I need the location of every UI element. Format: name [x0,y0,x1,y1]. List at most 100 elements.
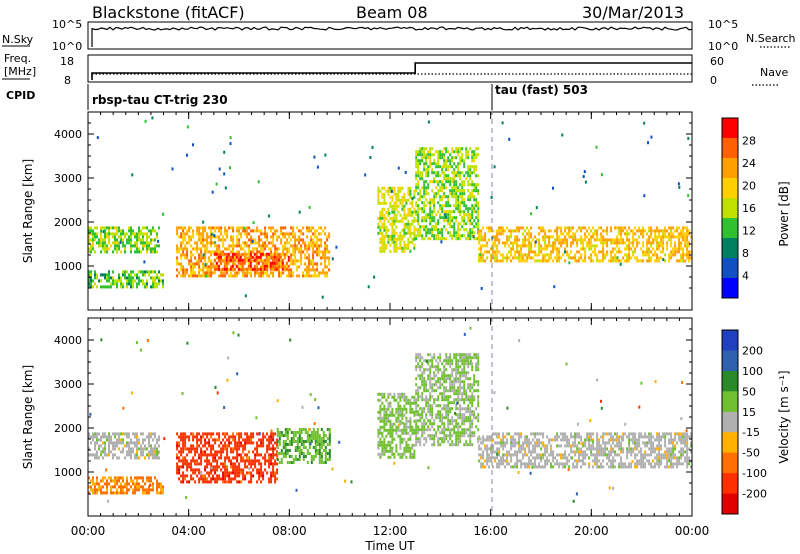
velocity-cell [284,449,287,452]
power-cell [192,232,195,236]
power-cell [423,147,426,151]
power-cell [471,216,474,220]
velocity-cell [439,380,442,384]
power-cell [459,195,462,199]
velocity-cell [284,446,287,449]
velocity-cell [134,485,136,489]
power-cell [682,235,685,239]
power-cell [508,244,511,248]
velocity-cell [435,431,438,435]
velocity-cell [202,477,205,481]
velocity-cell [226,438,229,442]
velocity-cell [383,392,386,396]
velocity-cell [288,449,291,452]
velocity-cell [186,465,189,469]
power-cell [395,237,398,241]
power-cell [214,229,217,233]
power-cell [310,235,313,239]
power-cell [324,241,327,245]
power-cell [413,210,416,214]
power-cell [389,186,392,190]
power-cell [429,219,432,223]
power-cell [465,204,468,208]
velocity-cell [134,435,136,439]
velocity-cell [250,465,253,469]
velocity-cell [272,474,275,478]
power-cell [431,162,434,166]
velocity-cell [471,365,474,369]
power-cell [469,234,472,238]
velocity-cell [425,368,428,372]
power-cell [427,237,430,241]
velocity-cell [385,416,388,420]
velocity-cell [222,465,225,469]
power-cell [664,232,667,236]
velocity-cell [427,425,430,429]
velocity-cell [272,444,275,448]
power-cell [457,162,460,166]
power-cell [385,225,388,229]
power-cell [106,273,108,277]
power-cell [215,252,218,256]
power-cell [90,273,92,277]
velocity-cell [262,456,265,460]
power-cell [461,210,464,214]
velocity-cell [437,362,440,366]
power-cell [453,189,456,193]
power-cell [397,198,400,202]
velocity-cell [397,428,400,432]
power-cell [128,273,130,277]
velocity-cell [250,462,253,466]
power-cell [240,247,243,251]
velocity-cell [477,404,480,408]
velocity-cell [212,474,215,478]
power-cell [204,263,207,267]
power-cell [405,231,408,235]
power-cell [282,250,285,254]
power-cell [449,159,452,163]
velocity-cell [395,425,398,429]
velocity-cell [413,410,416,414]
velocity-cell [471,395,474,399]
power-cell [288,235,291,239]
power-cell [672,253,675,257]
power-cell [447,168,450,172]
power-cell [251,240,254,243]
velocity-cell [204,441,207,445]
power-cell [433,198,436,202]
power-cell [246,235,249,239]
velocity-cell [182,471,185,475]
velocity-cell [459,380,462,384]
power-cell [331,257,334,261]
power-cell [688,244,691,248]
power-cell [182,247,185,251]
power-cell [314,229,317,233]
power-cell [253,252,256,256]
power-cell [459,228,462,232]
power-cell [302,241,305,245]
power-cell [469,168,472,172]
power-cell [558,238,561,242]
power-cell [421,234,424,238]
power-cell [584,259,587,263]
power-cell [453,231,456,235]
velocity-cell [461,434,464,438]
velocity-cell [449,362,452,366]
power-cell [473,237,476,241]
power-cell [218,274,221,278]
velocity-cell [222,447,225,451]
velocity-cell [439,431,442,435]
power-cell [248,232,251,236]
velocity-cell [94,441,96,445]
power-cell [208,268,211,272]
power-cell [232,244,235,248]
velocity-cell [246,471,249,475]
power-cell [441,153,444,157]
velocity-cell [234,438,237,442]
power-cell [254,247,257,251]
power-cell [228,259,231,263]
power-cell [124,235,126,239]
power-cell [106,250,108,254]
power-cell [210,226,213,230]
power-cell [156,235,158,239]
